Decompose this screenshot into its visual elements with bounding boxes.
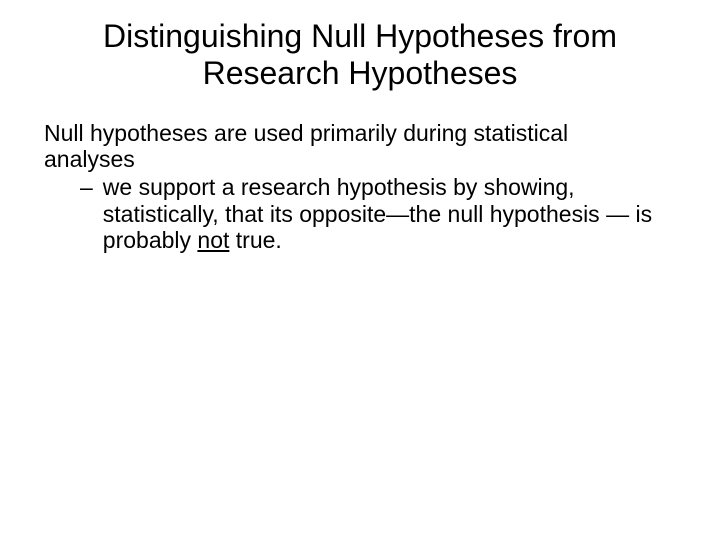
lead-line-2: analyses xyxy=(44,146,135,172)
bullet-underlined: not xyxy=(197,227,229,253)
slide-title: Distinguishing Null Hypotheses from Rese… xyxy=(40,18,680,92)
slide: Distinguishing Null Hypotheses from Rese… xyxy=(0,0,720,540)
bullet-dash: – xyxy=(80,174,103,200)
title-line-1: Distinguishing Null Hypotheses from xyxy=(103,18,617,54)
bullet-item: – we support a research hypothesis by sh… xyxy=(80,174,690,253)
bullet-text: we support a research hypothesis by show… xyxy=(103,174,690,253)
title-line-2: Research Hypotheses xyxy=(203,55,518,91)
bullet-part-2: true. xyxy=(229,227,281,253)
lead-line-1: Null hypotheses are used primarily durin… xyxy=(44,120,568,146)
bullet-part-1: we support a research hypothesis by show… xyxy=(103,174,652,253)
lead-paragraph: Null hypotheses are used primarily durin… xyxy=(44,120,690,173)
slide-body: Null hypotheses are used primarily durin… xyxy=(44,120,690,254)
